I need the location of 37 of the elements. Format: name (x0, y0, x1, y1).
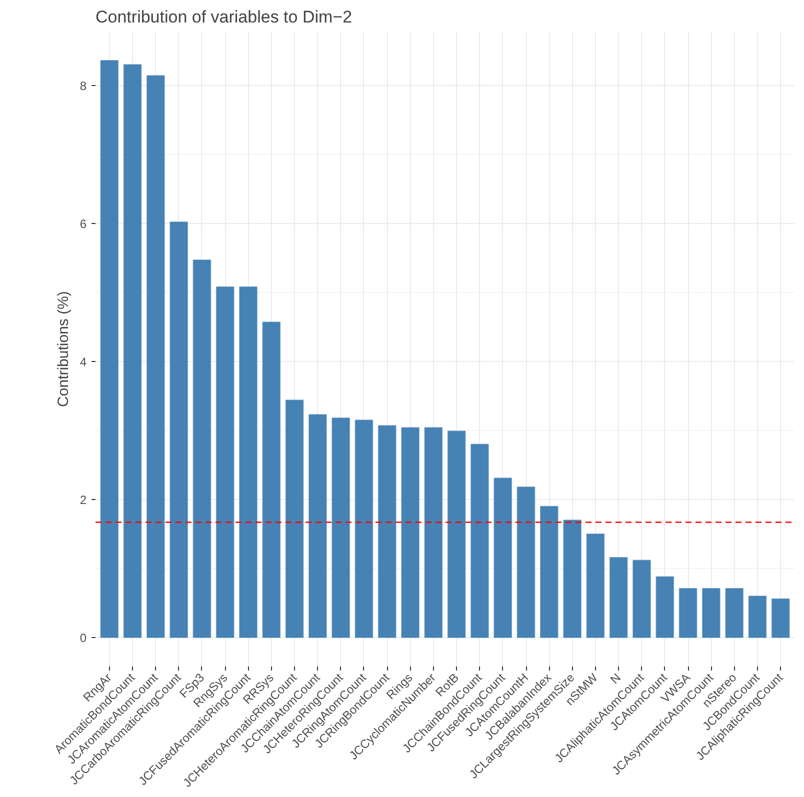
y-tick-label: 2 (80, 492, 87, 507)
y-tick-label: 8 (80, 78, 87, 93)
bar (632, 560, 651, 638)
bar (725, 588, 744, 638)
bar (702, 588, 720, 638)
y-tick-label: 0 (80, 631, 87, 646)
bar (192, 259, 212, 638)
bar (354, 420, 374, 638)
bar (609, 556, 628, 638)
bar (678, 588, 698, 638)
y-tick-label: 4 (80, 354, 87, 369)
bar (447, 430, 466, 638)
bar (308, 414, 327, 638)
bar (216, 286, 234, 638)
bar (470, 444, 489, 638)
bar (170, 222, 188, 638)
bar (424, 427, 443, 638)
bar (378, 425, 396, 638)
bar (494, 478, 512, 638)
bar (771, 598, 790, 638)
chart-title: Contribution of variables to Dim−2 (96, 8, 352, 26)
bar (332, 418, 350, 638)
bar (401, 427, 420, 638)
bar (123, 64, 142, 638)
bar (748, 596, 767, 638)
bar (100, 60, 119, 638)
bar (586, 533, 605, 638)
bar (540, 506, 558, 638)
y-axis-title: Contributions (%) (54, 291, 72, 407)
y-tick-label: 6 (80, 216, 87, 231)
bar (516, 486, 536, 638)
bar (146, 75, 165, 638)
bar (262, 322, 281, 638)
bar (563, 520, 582, 638)
bar (285, 400, 304, 638)
bar (656, 576, 674, 638)
bar (239, 286, 258, 638)
